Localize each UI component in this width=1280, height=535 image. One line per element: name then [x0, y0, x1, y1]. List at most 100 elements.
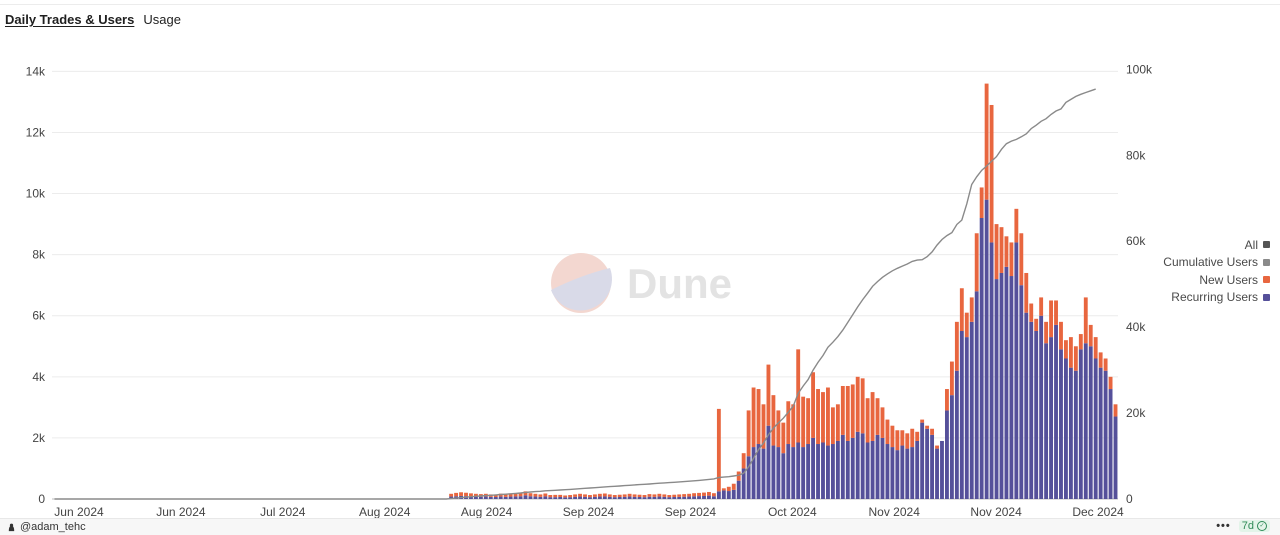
bar-new: [647, 494, 652, 497]
bar-recurring: [588, 497, 592, 499]
bar-recurring: [875, 434, 880, 499]
legend-item-new-users[interactable]: New Users: [1163, 271, 1270, 289]
bar-recurring: [1039, 315, 1044, 499]
bar-recurring: [885, 444, 890, 499]
bar-recurring: [692, 496, 697, 499]
y-right-tick-label: 40k: [1126, 320, 1146, 334]
bar-new: [835, 404, 840, 441]
bar-new: [503, 494, 508, 497]
bar-new: [880, 407, 885, 438]
footer-actions: ••• 7d ✓: [1216, 520, 1270, 532]
bar-recurring: [731, 489, 736, 499]
bar-recurring: [949, 395, 954, 499]
bar-recurring: [513, 496, 518, 499]
bar-recurring: [940, 440, 944, 499]
bar-recurring: [1049, 337, 1053, 499]
tab-usage[interactable]: Usage: [143, 12, 181, 27]
bar-new: [543, 493, 548, 497]
bar-new: [1078, 334, 1083, 350]
bar-new: [910, 428, 915, 448]
bar-new: [776, 410, 781, 448]
legend-label-cumulative: Cumulative Users: [1163, 255, 1258, 270]
bar-recurring: [930, 434, 935, 499]
author-link[interactable]: @adam_tehc: [7, 521, 86, 533]
bar-recurring: [493, 497, 498, 499]
bar-recurring: [592, 496, 597, 499]
bar-recurring: [627, 496, 632, 499]
y-axis-left: 0 2k 4k 6k 8k 10k 12k 14k: [26, 64, 46, 506]
bar-recurring: [801, 447, 806, 499]
bar-recurring: [478, 496, 483, 499]
bar-recurring: [652, 496, 657, 499]
bar-new: [716, 408, 721, 492]
bar-new: [781, 422, 786, 454]
bar-recurring: [826, 445, 830, 499]
more-options-icon[interactable]: •••: [1216, 520, 1231, 532]
bar-recurring: [503, 496, 508, 499]
bar-new: [969, 297, 974, 322]
y-right-tick-label: 100k: [1126, 62, 1153, 76]
bar-recurring: [830, 444, 835, 499]
bar-recurring: [935, 448, 939, 499]
bar-recurring: [1044, 343, 1049, 499]
bar-new: [751, 387, 756, 448]
legend-item-cumulative-users[interactable]: Cumulative Users: [1163, 254, 1270, 272]
bar-recurring: [1078, 349, 1083, 499]
bar-recurring: [945, 410, 949, 499]
bar-recurring: [845, 440, 850, 499]
bar-new: [677, 494, 682, 497]
y-axis-right: 0 20k 40k 60k 80k 100k: [1126, 62, 1153, 506]
bar-recurring: [697, 496, 701, 499]
x-tick-label: Nov 2024: [869, 505, 921, 519]
bar-recurring: [483, 496, 488, 499]
bar-recurring: [528, 496, 533, 499]
bar-recurring: [1088, 346, 1093, 499]
bar-new: [721, 488, 726, 491]
bar-new: [786, 401, 791, 445]
bar-recurring: [672, 497, 677, 499]
bar-recurring: [1064, 358, 1068, 499]
x-tick-label: Aug 2024: [359, 505, 411, 519]
bar-new: [1024, 272, 1029, 313]
freshness-label: 7d: [1241, 520, 1254, 532]
bar-recurring: [578, 496, 582, 499]
bar-new: [945, 389, 949, 411]
line-series: [54, 88, 1096, 500]
tab-daily-trades-users[interactable]: Daily Trades & Users: [5, 12, 135, 27]
bar-new: [533, 493, 538, 497]
author-name: @adam_tehc: [20, 521, 86, 533]
bar-recurring: [1098, 367, 1103, 499]
bar-new: [558, 494, 563, 498]
legend-item-all[interactable]: All: [1163, 236, 1270, 254]
bar-recurring: [811, 437, 816, 499]
bar-recurring: [612, 497, 617, 499]
x-tick-label: Aug 2024: [461, 505, 513, 519]
bar-recurring: [1108, 389, 1113, 499]
bar-new: [1098, 352, 1103, 368]
y-right-tick-label: 60k: [1126, 234, 1146, 248]
bar-recurring: [895, 450, 900, 499]
bar-recurring: [662, 496, 667, 499]
bar-new: [984, 83, 989, 200]
check-circle-icon: ✓: [1257, 521, 1267, 531]
bar-recurring: [667, 497, 672, 499]
bar-recurring: [583, 496, 587, 499]
bar-recurring: [687, 496, 692, 499]
legend-item-recurring-users[interactable]: Recurring Users: [1163, 289, 1270, 307]
bar-new: [702, 492, 706, 496]
bar-recurring: [563, 497, 568, 499]
bar-new: [806, 398, 811, 445]
bar-new: [1039, 297, 1044, 316]
x-tick-label: Nov 2024: [970, 505, 1022, 519]
bar-recurring: [821, 442, 825, 499]
bar-new: [1049, 300, 1053, 338]
legend-swatch-cumulative: [1263, 258, 1270, 266]
bar-new: [826, 387, 830, 446]
bar-new: [895, 430, 900, 451]
bar-recurring: [781, 453, 786, 499]
bar-new: [1059, 321, 1063, 350]
y-left-tick-label: 14k: [26, 64, 46, 78]
bar-recurring: [1019, 285, 1024, 499]
bar-recurring: [900, 445, 905, 499]
bar-new: [588, 495, 592, 498]
